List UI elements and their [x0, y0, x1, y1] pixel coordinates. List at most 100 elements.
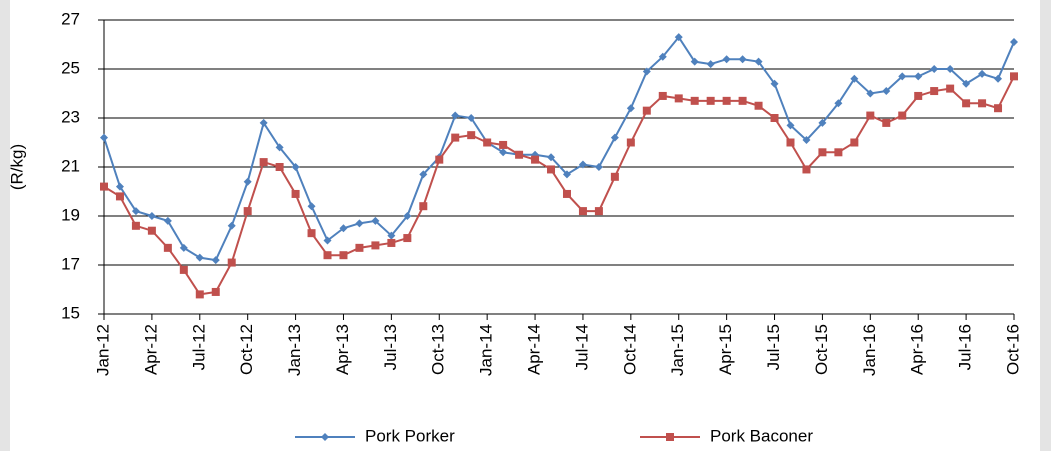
data-point: [339, 224, 348, 233]
data-point: [834, 148, 843, 157]
data-point: [211, 287, 220, 296]
y-tick-label: 23: [61, 107, 80, 126]
y-tick-label: 19: [61, 205, 80, 224]
x-tick-label: Apr-13: [333, 324, 352, 375]
data-point: [227, 258, 236, 267]
data-point: [994, 104, 1003, 113]
legend-marker: [666, 433, 674, 441]
data-point: [706, 96, 715, 105]
data-point: [371, 241, 380, 250]
y-tick-label: 21: [61, 156, 80, 175]
data-point: [291, 189, 300, 198]
data-point: [626, 104, 635, 113]
legend-label: Pork Porker: [365, 426, 455, 445]
data-point: [626, 138, 635, 147]
data-point: [467, 131, 476, 140]
data-point: [179, 243, 188, 252]
data-point: [1010, 38, 1018, 47]
x-tick-label: Jan-12: [93, 324, 112, 376]
data-point: [355, 243, 364, 252]
data-point: [451, 111, 460, 120]
data-point: [802, 136, 811, 145]
data-point: [914, 91, 923, 100]
data-point: [898, 72, 907, 81]
x-tick-label: Jan-16: [860, 324, 879, 376]
x-tick-label: Jan-13: [285, 324, 304, 376]
data-point: [259, 158, 268, 167]
data-point: [930, 87, 939, 96]
y-tick-label: 27: [61, 9, 80, 28]
data-point: [499, 148, 508, 157]
data-point: [946, 65, 955, 73]
chart-area: [10, 0, 1040, 451]
data-point: [610, 172, 619, 181]
data-point: [1010, 72, 1018, 81]
data-point: [866, 111, 875, 120]
data-point: [642, 67, 651, 76]
data-point: [690, 57, 699, 66]
data-point: [642, 106, 651, 115]
data-point: [259, 118, 268, 127]
data-point: [339, 251, 348, 260]
x-tick-label: Apr-12: [141, 324, 160, 375]
data-point: [866, 89, 875, 98]
data-point: [100, 133, 108, 142]
data-point: [754, 57, 763, 66]
series-line: [103, 35, 1015, 262]
y-axis-label: (R/kg): [7, 144, 26, 190]
data-point: [275, 143, 284, 152]
legend-label: Pork Baconer: [710, 426, 813, 445]
data-point: [658, 52, 667, 61]
series-line: [103, 75, 1015, 296]
data-point: [610, 133, 619, 142]
data-point: [307, 229, 316, 238]
x-tick-label: Oct-16: [1003, 324, 1022, 375]
y-tick-label: 17: [61, 254, 80, 273]
data-point: [882, 118, 891, 127]
data-point: [562, 170, 571, 179]
data-point: [275, 163, 284, 171]
data-point: [802, 165, 811, 174]
data-point: [531, 155, 540, 164]
x-tick-label: Jan-15: [668, 324, 687, 376]
data-point: [738, 55, 747, 64]
data-point: [674, 33, 683, 42]
data-point: [578, 160, 587, 169]
data-point: [818, 148, 827, 157]
data-point: [195, 290, 204, 299]
x-tick-label: Apr-14: [525, 324, 544, 375]
data-point: [722, 55, 731, 64]
data-point: [594, 207, 603, 216]
data-point: [914, 72, 923, 81]
data-point: [962, 99, 971, 108]
x-tick-label: Jul-14: [572, 324, 591, 370]
data-point: [195, 253, 204, 262]
data-point: [115, 182, 124, 191]
data-point: [131, 207, 140, 216]
data-point: [786, 138, 795, 147]
x-tick-label: Oct-15: [812, 324, 831, 375]
data-point: [179, 265, 188, 274]
data-point: [898, 111, 907, 120]
data-point: [738, 96, 747, 105]
data-point: [594, 163, 603, 171]
data-point: [147, 226, 156, 235]
data-point: [562, 189, 571, 198]
data-point: [419, 202, 428, 211]
data-point: [387, 231, 396, 240]
data-point: [850, 138, 859, 147]
data-point: [100, 182, 108, 191]
data-point: [163, 216, 172, 225]
data-point: [978, 99, 987, 108]
data-point: [147, 212, 156, 220]
data-point: [834, 99, 843, 108]
y-tick-label: 15: [61, 303, 80, 322]
data-point: [403, 212, 412, 220]
data-point: [355, 219, 364, 228]
x-tick-label: Jul-16: [956, 324, 975, 370]
data-point: [674, 94, 683, 103]
data-point: [978, 69, 987, 78]
x-tick-label: Jul-12: [189, 324, 208, 370]
